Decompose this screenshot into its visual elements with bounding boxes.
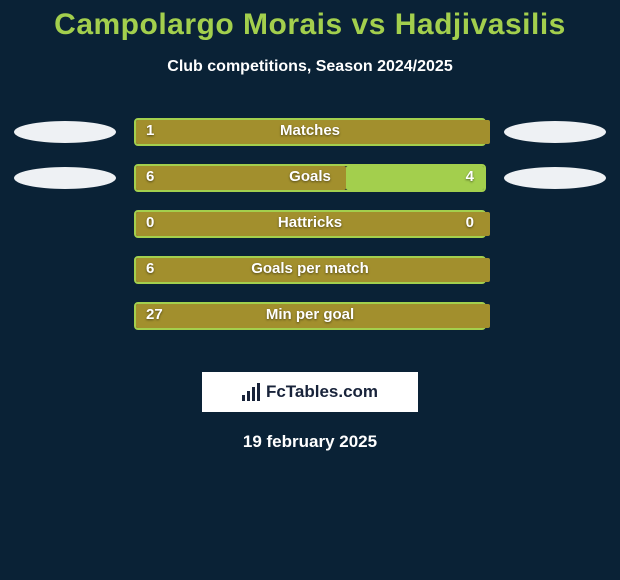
- stat-row: 6Goals per match: [0, 256, 620, 284]
- left-avatar-slot: [0, 167, 130, 189]
- right-avatar-slot: [490, 121, 620, 143]
- date-text: 19 february 2025: [0, 432, 620, 452]
- player-ellipse-icon: [504, 167, 606, 189]
- bar-left-fill: [136, 212, 490, 236]
- player-ellipse-icon: [14, 121, 116, 143]
- stats-chart: 1Matches 64Goals 00Hattricks 6Goals per mat…: [0, 118, 620, 358]
- stat-row: 64Goals: [0, 164, 620, 192]
- comparison-infographic: Campolargo Morais vs Hadjivasilis Club c…: [0, 0, 620, 580]
- bar-right-fill: [346, 166, 484, 190]
- source-logo: FcTables.com: [202, 372, 418, 412]
- right-avatar-slot: [490, 167, 620, 189]
- stat-bar: 00Hattricks: [130, 210, 490, 238]
- bar-left-fill: [136, 258, 490, 282]
- logo-bars-icon: [242, 383, 260, 401]
- stat-row: 27Min per goal: [0, 302, 620, 330]
- player-ellipse-icon: [504, 121, 606, 143]
- stat-bar: 6Goals per match: [130, 256, 490, 284]
- logo-text: FcTables.com: [266, 382, 378, 402]
- stat-row: 1Matches: [0, 118, 620, 146]
- stat-bar: 64Goals: [130, 164, 490, 192]
- bar-left-fill: [136, 304, 490, 328]
- player-ellipse-icon: [14, 167, 116, 189]
- stat-row: 00Hattricks: [0, 210, 620, 238]
- stat-bar: 27Min per goal: [130, 302, 490, 330]
- stat-bar: 1Matches: [130, 118, 490, 146]
- bar-left-fill: [136, 120, 490, 144]
- bar-left-fill: [136, 166, 346, 190]
- subtitle: Club competitions, Season 2024/2025: [0, 58, 620, 76]
- left-avatar-slot: [0, 121, 130, 143]
- page-title: Campolargo Morais vs Hadjivasilis: [0, 0, 620, 42]
